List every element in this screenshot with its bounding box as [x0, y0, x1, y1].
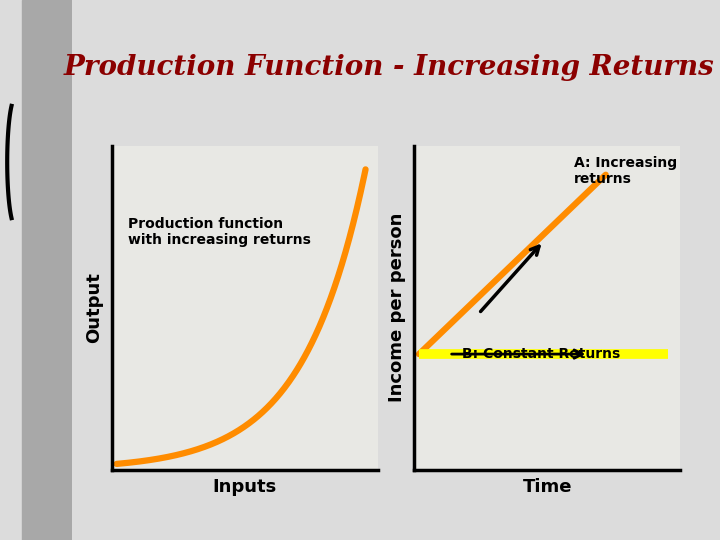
X-axis label: Inputs: Inputs — [212, 478, 277, 496]
Text: A: Increasing
returns: A: Increasing returns — [574, 156, 677, 186]
X-axis label: Time: Time — [523, 478, 572, 496]
Bar — [22, 0, 72, 540]
Y-axis label: Income per person: Income per person — [387, 213, 405, 402]
Y-axis label: Output: Output — [85, 272, 103, 343]
Text: Production Function - Increasing Returns: Production Function - Increasing Returns — [63, 54, 714, 81]
Text: B: Constant Returns: B: Constant Returns — [462, 347, 620, 361]
Text: Production function
with increasing returns: Production function with increasing retu… — [127, 217, 310, 247]
